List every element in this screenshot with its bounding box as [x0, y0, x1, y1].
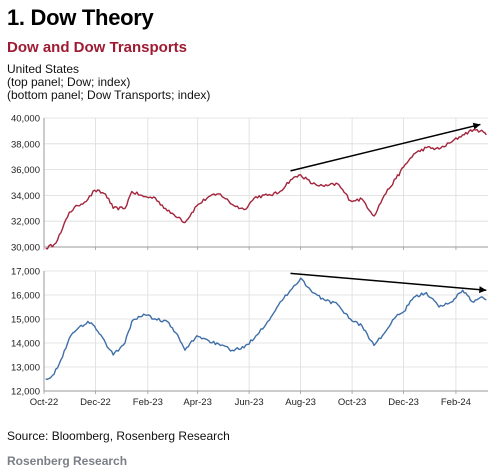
x-tick-label-jun-23: Jun-23: [235, 397, 264, 408]
transports-trend-arrowhead: [479, 286, 487, 294]
transports-series-line: [45, 277, 487, 380]
x-tick-label-dec-23: Dec-23: [388, 397, 419, 408]
x-tick-label-feb-23: Feb-23: [133, 397, 163, 408]
y-tick-label: 30,000: [11, 243, 40, 254]
y-tick-label: 38,000: [11, 139, 40, 150]
y-tick-label: 16,000: [11, 291, 40, 302]
y-tick-label: 34,000: [11, 191, 40, 202]
y-tick-label: 17,000: [11, 267, 40, 278]
y-tick-label: 14,000: [11, 339, 40, 350]
subtitle-country: United States: [7, 62, 80, 76]
dow-trend-line: [290, 123, 481, 172]
x-tick-label-dec-22: Dec-22: [80, 397, 111, 408]
y-tick-label: 15,000: [11, 315, 40, 326]
chart-title: Dow and Dow Transports: [7, 39, 188, 56]
x-tick-label-oct-23: Oct-23: [338, 397, 367, 408]
y-tick-label: 13,000: [11, 363, 40, 374]
x-tick-label-aug-23: Aug-23: [285, 397, 316, 408]
subtitle-bottom-panel: (bottom panel; Dow Transports; index): [7, 88, 211, 102]
x-tick-label-oct-22: Oct-22: [30, 397, 59, 408]
x-tick-label-feb-24: Feb-24: [441, 397, 471, 408]
transports-trend-line: [290, 272, 487, 291]
dow-series-line: [45, 128, 487, 250]
page-heading: 1. Dow Theory: [7, 5, 154, 30]
y-tick-label: 32,000: [11, 217, 40, 228]
x-tick-label-apr-23: Apr-23: [183, 397, 212, 408]
y-tick-label: 40,000: [11, 114, 40, 125]
brand-footer: Rosenberg Research: [7, 454, 128, 468]
source-note: Source: Bloomberg, Rosenberg Research: [7, 429, 230, 443]
subtitle-top-panel: (top panel; Dow; index): [7, 75, 131, 89]
dow-trend-arrowhead: [472, 122, 481, 130]
y-tick-label: 36,000: [11, 165, 40, 176]
y-tick-label: 12,000: [11, 387, 40, 398]
